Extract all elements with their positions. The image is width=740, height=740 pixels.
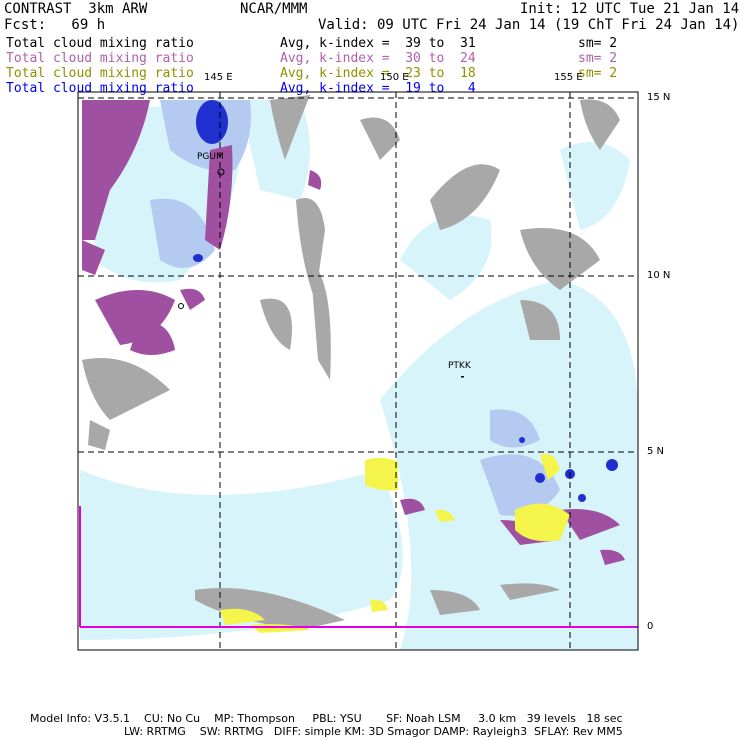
station-dot-small: [178, 303, 184, 309]
forecast-hour: Fcst: 69 h: [4, 17, 106, 33]
station-label-ptkk: PTKK: [448, 361, 471, 371]
legend-row-3-sm: sm= 2: [578, 66, 618, 81]
lon-label-150: 150 E: [380, 72, 409, 83]
cloud-field-dark: [193, 100, 618, 502]
lat-label-15n: 15 N: [647, 92, 671, 103]
legend-row-3-avg: Avg, k-index = 23 to 18: [280, 66, 476, 81]
cloud-field-yellow: [220, 454, 570, 633]
model-info-line-2: LW: RRTMG SW: RRTMG DIFF: simple KM: 3D …: [124, 725, 623, 738]
station-label-pgum: PGUM: [197, 152, 224, 162]
map-frame: [77, 91, 639, 651]
model-title: CONTRAST 3km ARW: [4, 1, 148, 17]
legend-row-1-name: Total cloud mixing ratio: [6, 36, 194, 51]
legend-row-2-sm: sm= 2: [578, 51, 618, 66]
lat-label-0: 0: [647, 621, 654, 632]
center-name: NCAR/MMM: [240, 1, 308, 17]
legend-row-1-avg: Avg, k-index = 39 to 31: [280, 36, 476, 51]
lat-lon-grid: [78, 92, 638, 650]
map-fields: [80, 95, 638, 650]
lat-label-5n: 5 N: [647, 446, 665, 457]
lat-label-10n: 10 N: [647, 270, 671, 281]
valid-time: Valid: 09 UTC Fri 24 Jan 14 (19 ChT Fri …: [318, 17, 740, 33]
legend-row-2-avg: Avg, k-index = 30 to 24: [280, 51, 476, 66]
station-dot-pgum: [217, 168, 225, 176]
cloud-field-gray: [82, 95, 620, 630]
model-info-line-1: Model Info: V3.5.1 CU: No Cu MP: Thompso…: [30, 712, 623, 725]
cloud-field-mid: [150, 100, 560, 516]
cloud-field-light: [80, 100, 638, 650]
cloud-field-purple: [82, 100, 625, 565]
lon-label-145: 145 E: [204, 72, 233, 83]
init-time: Init: 12 UTC Tue 21 Jan 14: [520, 1, 740, 17]
station-markers: [178, 168, 464, 378]
station-dot-ptkk: [461, 376, 464, 378]
lon-label-155: 155 E: [554, 72, 583, 83]
legend-row-2-name: Total cloud mixing ratio: [6, 51, 194, 66]
legend-row-1-sm: sm= 2: [578, 36, 618, 51]
legend-row-3-name: Total cloud mixing ratio: [6, 66, 194, 81]
